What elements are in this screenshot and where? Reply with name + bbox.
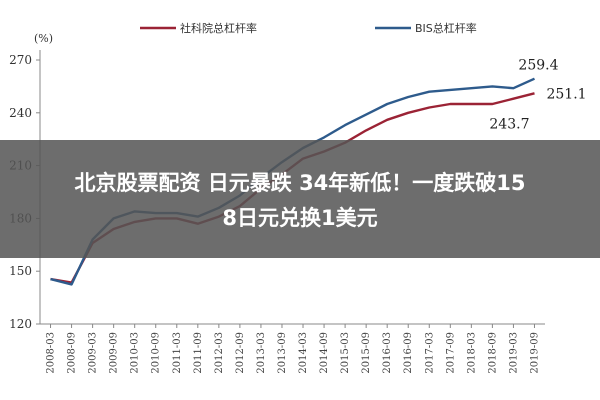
x-tick-label-18: 2017-03 — [424, 332, 435, 374]
annotation-2: 243.7 — [489, 117, 529, 133]
legend-label-1: BIS总杠杆率 — [415, 21, 477, 35]
x-tick-label-17: 2016-09 — [403, 332, 414, 374]
x-tick-label-16: 2016-03 — [382, 332, 393, 374]
banner-background — [0, 140, 600, 258]
y-tick-label-120: 120 — [9, 317, 32, 331]
x-tick-label-11: 2013-09 — [277, 332, 288, 374]
x-tick-label-20: 2018-03 — [466, 332, 477, 374]
x-tick-label-12: 2014-03 — [298, 332, 309, 374]
x-tick-label-4: 2010-03 — [130, 332, 141, 374]
y-tick-label-150: 150 — [9, 264, 32, 278]
annotation-0: 259.4 — [518, 58, 558, 74]
x-tick-label-23: 2019-09 — [529, 332, 540, 374]
y-tick-label-240: 240 — [9, 106, 32, 120]
x-ticks: 2008-03 2008-09 2009-03 2009-09 2010-03 2010-… — [46, 324, 540, 374]
banner-line-2: 8日元兑换1美元 — [222, 206, 377, 230]
x-tick-label-0: 2008-03 — [46, 332, 57, 374]
x-tick-label-3: 2009-09 — [109, 332, 120, 374]
x-tick-label-6: 2011-03 — [172, 332, 183, 374]
data-annotations: 259.4 251.1 243.7 — [489, 58, 586, 133]
x-tick-label-7: 2011-09 — [193, 332, 204, 374]
headline-banner: 北京股票配资 日元暴跌 34年新低！一度跌破15 8日元兑换1美元 — [0, 140, 600, 258]
x-tick-label-13: 2014-09 — [319, 332, 330, 374]
banner-line-1: 北京股票配资 日元暴跌 34年新低！一度跌破15 — [74, 171, 525, 195]
legend: 社科院总杠杆率 BIS总杠杆率 — [140, 21, 477, 35]
x-tick-label-1: 2008-09 — [67, 332, 78, 374]
x-tick-label-9: 2012-09 — [235, 332, 246, 374]
x-tick-label-5: 2010-09 — [151, 332, 162, 374]
x-tick-label-14: 2015-03 — [340, 332, 351, 374]
x-tick-label-21: 2018-09 — [487, 332, 498, 374]
x-tick-label-8: 2012-03 — [214, 332, 225, 374]
x-tick-label-15: 2015-09 — [361, 332, 372, 374]
x-tick-label-22: 2019-03 — [508, 332, 519, 374]
legend-label-0: 社科院总杠杆率 — [180, 21, 257, 35]
annotation-1: 251.1 — [546, 86, 586, 102]
x-tick-label-10: 2013-03 — [256, 332, 267, 374]
x-tick-label-19: 2017-09 — [445, 332, 456, 374]
y-tick-label-270: 270 — [9, 53, 32, 67]
y-unit-label: (%) — [34, 32, 53, 45]
x-tick-label-2: 2009-03 — [88, 332, 99, 374]
